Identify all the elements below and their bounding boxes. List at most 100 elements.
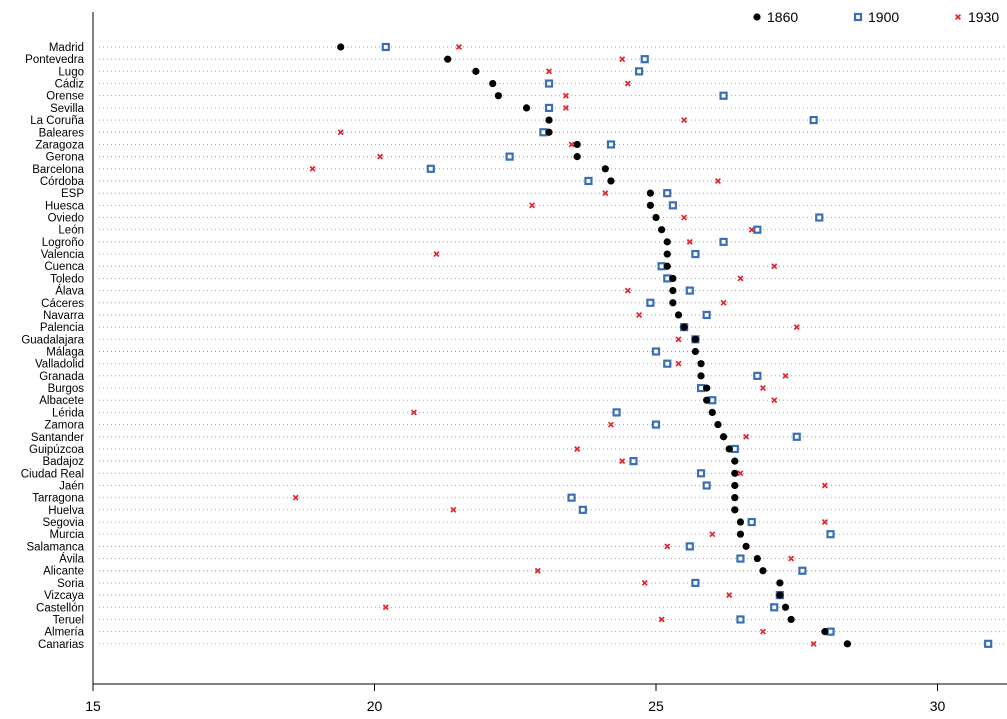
category-label: Córdoba [40,176,85,188]
data-point [736,518,745,526]
data-point [691,347,700,356]
data-point [494,92,502,100]
data-point [743,433,750,440]
data-point [725,445,733,453]
category-label: Huelva [48,505,84,517]
data-point [450,506,457,513]
data-point [658,616,665,623]
data-point [664,543,671,550]
data-point [703,384,711,392]
data-point [691,335,700,343]
data-point [489,79,497,88]
data-point [641,579,648,586]
data-point [691,249,700,259]
data-point [714,177,721,184]
data-point [377,153,384,160]
series-1900 [381,42,993,648]
data-point [719,91,728,100]
data-point [382,604,389,611]
category-label: Valladolid [35,359,84,371]
data-point [702,481,711,490]
category-label: ESP [61,188,84,200]
data-point [534,567,541,574]
legend-marker [753,13,761,21]
data-point [759,385,766,392]
category-label: Burgos [48,383,85,395]
category-label: La Coruña [30,115,84,127]
data-point [651,420,661,429]
data-point [529,202,536,209]
data-point [309,165,316,172]
data-point [781,603,790,611]
data-point [568,141,575,148]
category-label: Cuenca [44,261,84,273]
legend-marker [853,12,863,22]
x-tick-label: 20 [367,698,383,714]
category-label: Murcia [49,529,84,541]
data-point [669,274,677,283]
legend-label: 1900 [868,9,899,25]
data-point [793,324,800,331]
data-point [709,531,716,538]
data-point [782,372,789,379]
data-point [444,55,452,63]
data-point [292,494,299,501]
category-label: Segovia [42,517,84,529]
category-label: Castellón [36,602,84,614]
data-point [602,190,609,197]
data-point [663,238,671,246]
category-label: Logroño [42,237,84,249]
category-label: Santander [31,432,84,444]
data-point [737,275,744,282]
data-point [545,128,553,136]
category-label: Alicante [43,566,84,578]
data-point [984,639,993,648]
data-point [753,371,762,380]
data-point [719,237,728,246]
category-label: Tarragona [32,493,84,505]
category-label: Orense [46,91,84,103]
category-label: Almería [44,627,84,639]
data-point [731,494,739,502]
data-point [771,397,778,404]
data-point [612,408,621,417]
data-point [788,555,795,562]
data-point [574,445,581,452]
data-point [562,92,569,99]
category-label: Salamanca [26,541,84,553]
data-point [747,517,756,527]
data-point [607,177,615,185]
category-label: Álava [55,285,84,298]
data-point [821,519,828,526]
data-point [601,165,609,173]
x-tick-label: 15 [85,698,101,714]
category-label: Guadalajara [21,334,84,346]
data-point [669,299,677,307]
category-label: Teruel [53,614,84,626]
data-point [455,43,462,51]
legend-label: 1930 [968,9,999,25]
x-axis-ticks: 15 20 25 30 [85,684,945,714]
data-point [606,140,616,149]
data-point [736,554,745,563]
data-point [607,421,614,428]
data-point [731,469,739,477]
data-point [809,115,818,125]
data-point [663,262,671,270]
data-point [646,298,655,307]
category-label: Madrid [49,42,84,54]
category-label: Málaga [46,347,84,359]
category-label: Canarias [38,639,84,651]
data-point [545,116,553,124]
data-point [685,286,694,295]
data-point [702,310,711,320]
data-point [736,615,745,624]
data-point [651,347,661,356]
legend-marker [954,13,962,21]
data-point [337,129,344,136]
category-labels: MadridPontevedraLugoCádizOrenseSevillaLa… [21,42,85,651]
data-point [635,67,644,76]
series-1860 [337,43,852,648]
category-label: Granada [39,371,84,383]
